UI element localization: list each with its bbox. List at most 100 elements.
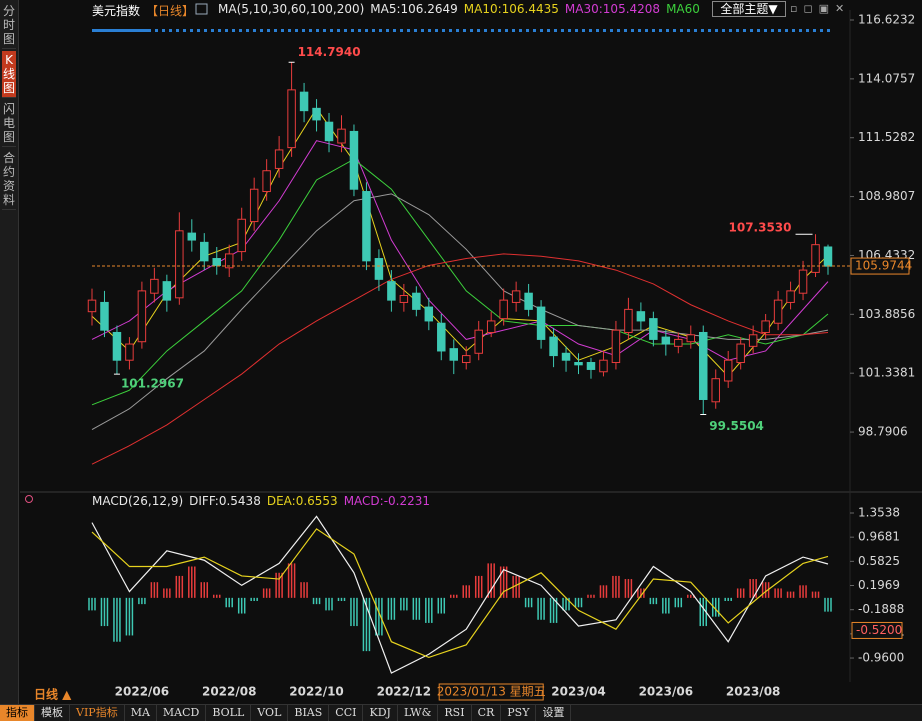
last-price-label: 105.9744	[855, 259, 912, 273]
event-dot	[309, 29, 312, 32]
candle-body	[126, 344, 133, 360]
event-dot	[442, 29, 445, 32]
candle-body	[600, 360, 607, 372]
candle-body	[512, 291, 519, 303]
candle-body	[737, 344, 744, 362]
event-dot	[456, 29, 459, 32]
event-dot	[246, 29, 249, 32]
candle-body	[400, 296, 407, 303]
candle-body	[587, 363, 594, 370]
event-dot	[386, 29, 389, 32]
macd-legend: DIFF:0.5438	[189, 494, 261, 508]
event-dot	[645, 29, 648, 32]
period: 【日线】	[146, 2, 194, 18]
x-tick-label: 2022/06	[115, 685, 169, 699]
toolbar-button[interactable]: 模板	[35, 705, 70, 721]
macd-legend: MACD(26,12,9)	[92, 494, 183, 508]
y-tick-label: 114.0757	[858, 71, 915, 85]
extreme-label: 99.5504	[709, 419, 764, 433]
event-dot	[715, 29, 718, 32]
event-dot	[400, 29, 403, 32]
toolbar-button[interactable]: 设置	[536, 705, 571, 721]
event-dot	[491, 29, 494, 32]
event-dot	[281, 29, 284, 32]
event-dot	[288, 29, 291, 32]
period-switch: 日线 ▲	[34, 687, 72, 702]
candle-body	[812, 245, 819, 273]
candle-body	[487, 321, 494, 333]
toolbar-button[interactable]: LW&	[398, 705, 438, 721]
event-dot	[92, 29, 99, 32]
event-dot	[722, 29, 725, 32]
candle-body	[799, 270, 806, 293]
candle-body	[500, 300, 507, 318]
crosshair-date: 2023/01/13 星期五	[437, 685, 546, 699]
candle-body	[300, 92, 307, 110]
event-dot	[106, 29, 113, 32]
toolbar-button[interactable]: MA	[125, 705, 157, 721]
event-dot	[477, 29, 480, 32]
toolbar-button[interactable]: BOLL	[206, 705, 251, 721]
event-dot	[421, 29, 424, 32]
event-dot	[827, 29, 830, 32]
event-dot	[484, 29, 487, 32]
window-icons[interactable]: ▫◻▣✕	[790, 2, 850, 15]
candle-body	[550, 337, 557, 355]
event-dot	[141, 29, 148, 32]
event-dot	[652, 29, 655, 32]
y-tick-label: 101.3381	[858, 366, 915, 380]
toolbar-button[interactable]: KDJ	[363, 705, 397, 721]
y-tick-label: 0.1969	[858, 578, 900, 592]
event-dot	[435, 29, 438, 32]
toolbar-button[interactable]: MACD	[157, 705, 206, 721]
symbol: 美元指数	[92, 2, 140, 18]
event-dot	[680, 29, 683, 32]
event-dot	[736, 29, 739, 32]
event-dot	[323, 29, 326, 32]
event-dot	[351, 29, 354, 32]
candle-body	[675, 339, 682, 346]
toolbar-button[interactable]: 指标	[0, 705, 35, 721]
candle-body	[438, 323, 445, 351]
event-dot	[764, 29, 767, 32]
x-tick-label: 2022/12	[377, 685, 431, 699]
extreme-label: 101.2967	[121, 377, 184, 391]
theme-button[interactable]: 全部主题▼	[712, 1, 786, 17]
candle-body	[288, 90, 295, 148]
macd-line	[92, 529, 828, 658]
event-dot	[498, 29, 501, 32]
event-dot	[295, 29, 298, 32]
event-dot	[785, 29, 788, 32]
event-dot	[603, 29, 606, 32]
candle-body	[650, 319, 657, 340]
candle-body	[263, 171, 270, 192]
event-dot	[414, 29, 417, 32]
event-dot	[687, 29, 690, 32]
toolbar-button[interactable]: PSY	[501, 705, 536, 721]
candle-body	[113, 332, 120, 360]
event-dot	[638, 29, 641, 32]
candle-body	[662, 337, 669, 344]
event-dot	[267, 29, 270, 32]
toolbar-button[interactable]: BIAS	[288, 705, 329, 721]
toolbar-button[interactable]: VOL	[251, 705, 288, 721]
event-dot	[820, 29, 823, 32]
candle-body	[575, 363, 582, 365]
y-tick-label: 0.5825	[858, 554, 900, 568]
candle-body	[213, 259, 220, 266]
toolbar-button[interactable]: RSI	[438, 705, 471, 721]
y-tick-label: -0.9600	[858, 651, 904, 665]
event-dot	[582, 29, 585, 32]
candle-body	[724, 360, 731, 381]
event-dot	[813, 29, 816, 32]
toolbar-button[interactable]: CCI	[329, 705, 363, 721]
y-tick-label: 0.9681	[858, 530, 900, 544]
event-dot	[239, 29, 242, 32]
event-dot	[197, 29, 200, 32]
event-dot	[659, 29, 662, 32]
toolbar-button[interactable]: VIP指标	[70, 705, 125, 721]
event-dot	[232, 29, 235, 32]
toolbar-button[interactable]: CR	[472, 705, 502, 721]
event-dot	[337, 29, 340, 32]
toolbar: 指标模板VIP指标MAMACDBOLLVOLBIASCCIKDJLW&RSICR…	[0, 704, 922, 721]
